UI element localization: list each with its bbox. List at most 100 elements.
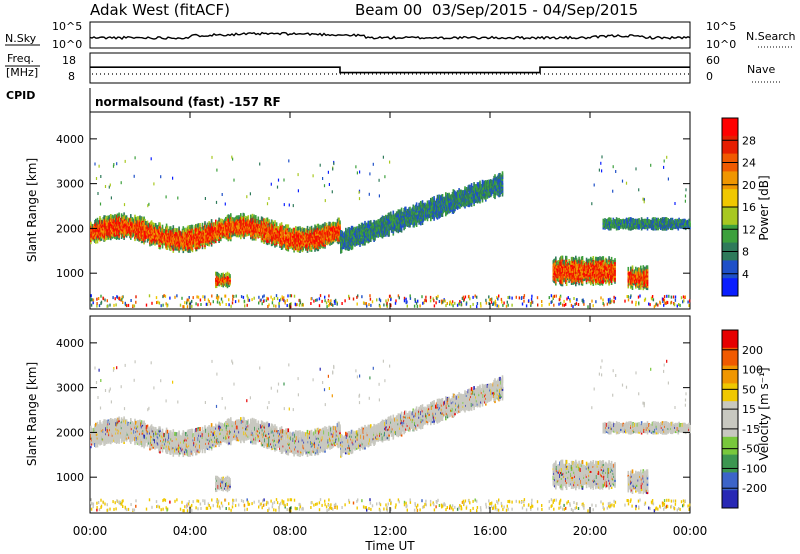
power-echo-cell <box>318 226 320 231</box>
freq-tick-8: 8 <box>68 70 75 83</box>
power-echo-cell <box>110 215 113 220</box>
power-echo-cell <box>400 222 403 227</box>
power-echo-cell <box>428 200 430 205</box>
power-echo-cell <box>188 239 190 244</box>
power-echo-cell <box>383 226 385 231</box>
power-echo-cell <box>420 204 423 209</box>
power-echo-cell <box>148 236 150 241</box>
power-echo-cell <box>378 227 380 232</box>
power-echo-cell <box>100 224 103 229</box>
power-echo-cell <box>421 221 424 225</box>
power-echo-cell <box>561 255 564 260</box>
power-echo-cell <box>558 270 560 275</box>
power-echo-cell <box>183 229 185 234</box>
power-echo-cell <box>558 274 560 279</box>
power-echo-cell <box>250 235 252 240</box>
power-echo-cell <box>421 200 424 205</box>
power-echo-cell <box>408 221 410 226</box>
power-echo-cell <box>270 221 273 226</box>
power-echo-cell <box>115 236 118 240</box>
power-echo-cell <box>265 226 268 230</box>
power-echo-cell <box>380 233 383 238</box>
power-echo-cell <box>225 216 228 221</box>
power-echo-cell <box>183 235 185 240</box>
power-echo-cell <box>368 220 370 225</box>
power-echo-cell <box>385 218 388 223</box>
power-echo-cell <box>340 232 343 237</box>
power-echo-cell <box>305 245 308 250</box>
power-echo-cell <box>328 221 330 226</box>
power-echo-cell <box>480 190 483 195</box>
power-echo-cell <box>570 269 573 273</box>
power-echo-cell <box>433 208 435 213</box>
cpid-label: CPID <box>6 89 35 102</box>
power-echo-cell <box>585 263 588 268</box>
power-echo-cell <box>558 261 560 266</box>
power-echo-cell <box>95 223 98 228</box>
power-echo-cell <box>333 232 335 237</box>
power-echo-cell <box>409 223 411 228</box>
power-echo-cell <box>485 189 488 194</box>
power-echo-cell <box>380 223 383 228</box>
power-echo-cell <box>185 239 188 244</box>
power-echo-cell <box>348 227 350 231</box>
power-echo-cell <box>124 227 126 232</box>
power-echo-cell <box>113 233 115 238</box>
power-echo-cell <box>283 243 285 248</box>
power-echo-cell <box>340 246 343 251</box>
power-echo-cell <box>448 207 450 212</box>
power-echo-cell <box>468 184 470 189</box>
power-echo-cell <box>468 199 470 204</box>
power-echo-cell <box>573 257 575 262</box>
power-echo-cell <box>578 281 580 286</box>
power-echo-cell <box>340 249 343 253</box>
power-echo-cell <box>247 217 250 222</box>
power-echo-cell <box>275 222 278 227</box>
power-echo-cell <box>175 230 178 235</box>
power-echo-cell <box>441 194 444 198</box>
power-echo-cell <box>320 239 323 244</box>
power-echo-cell <box>558 265 560 270</box>
power-echo-cell <box>390 228 393 233</box>
power-echo-cell <box>293 244 295 249</box>
power-echo-cell <box>302 246 305 251</box>
power-echo-cell <box>100 220 103 224</box>
power-echo-cell <box>133 225 135 230</box>
power-echo-cell <box>235 221 238 226</box>
power-echo-cell <box>383 228 385 233</box>
power-echo-cell <box>565 282 568 286</box>
power-echo-cell <box>495 178 498 183</box>
power-echo-cell <box>585 259 588 264</box>
power-echo-cell <box>395 213 398 218</box>
freq-label-line1: Freq. <box>7 52 34 65</box>
power-echo-cell <box>391 218 394 223</box>
power-echo-cell <box>255 225 258 230</box>
power-echo-cell <box>593 261 595 265</box>
power-echo-cell <box>218 273 220 278</box>
power-echo-cell <box>480 186 483 191</box>
power-echo-cell <box>353 235 355 240</box>
nsky-tick-top: 10^5 <box>52 20 82 33</box>
power-echo-cell <box>488 191 490 196</box>
power-echo-cell <box>233 225 235 230</box>
power-echo-cell <box>290 228 293 233</box>
power-echo-cell <box>159 245 161 250</box>
power-echo-cell <box>568 259 570 263</box>
power-echo-cell <box>395 226 398 231</box>
nsky-series-line <box>89 31 691 40</box>
power-echo-cell <box>378 222 380 227</box>
nsky-tick-bottom: 10^0 <box>52 38 82 51</box>
power-echo-cell <box>585 257 588 262</box>
power-echo-cell <box>453 198 455 203</box>
power-echo-cell <box>478 198 480 203</box>
power-echo-cell <box>560 263 563 268</box>
power-echo-cell <box>409 206 411 211</box>
power-echo-cell <box>113 215 115 220</box>
power-echo-cell <box>433 216 435 221</box>
power-echo-cell <box>225 233 228 238</box>
power-echo-cell <box>113 219 115 224</box>
power-echo-cell <box>251 236 254 241</box>
power-echo-cell <box>225 229 228 234</box>
power-echo-cell <box>433 214 435 219</box>
power-echo-cell <box>333 236 335 241</box>
